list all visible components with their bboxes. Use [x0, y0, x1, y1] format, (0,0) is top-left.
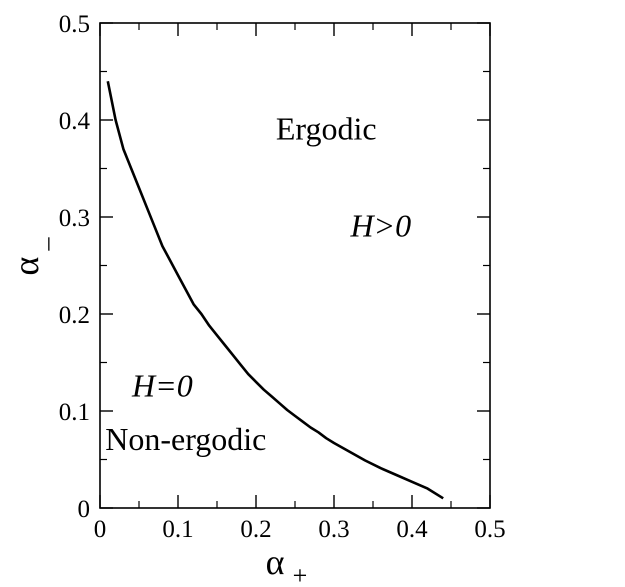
y-axis-label-group: α _: [6, 237, 52, 276]
y-tick-label: 0.3: [59, 205, 90, 232]
y-tick-label: 0.2: [59, 302, 90, 329]
x-tick-label: 0: [94, 516, 107, 543]
region-annotation: H=0: [131, 367, 193, 403]
x-tick-label: 0.2: [240, 516, 271, 543]
x-axis-ticks: 0 0.1 0.2 0.3 0.4 0.5: [94, 23, 506, 543]
y-axis-label-subscript: _: [23, 237, 52, 252]
region-annotation: Non-ergodic: [105, 421, 266, 457]
x-tick-label: 0.4: [396, 516, 428, 543]
x-axis-label-subscript: +: [293, 561, 308, 587]
region-annotation: H>0: [349, 207, 411, 243]
x-tick-label: 0.1: [162, 516, 193, 543]
y-tick-label: 0: [78, 496, 91, 523]
x-tick-label: 0.3: [318, 516, 349, 543]
boundary-line: [106, 80, 444, 500]
y-tick-label: 0.4: [59, 108, 91, 135]
x-axis-label: α: [266, 542, 285, 582]
annotation-layer: Ergodic H>0 H=0 Non-ergodic: [105, 110, 411, 456]
y-axis-label: α: [6, 256, 46, 275]
series-layer: [106, 80, 444, 500]
x-tick-label: 0.5: [474, 516, 505, 543]
y-tick-label: 0.5: [59, 11, 90, 38]
y-axis-ticks: 0 0.1 0.2 0.3 0.4 0.5: [59, 11, 490, 523]
region-annotation: Ergodic: [276, 110, 377, 146]
y-tick-label: 0.1: [59, 399, 90, 426]
